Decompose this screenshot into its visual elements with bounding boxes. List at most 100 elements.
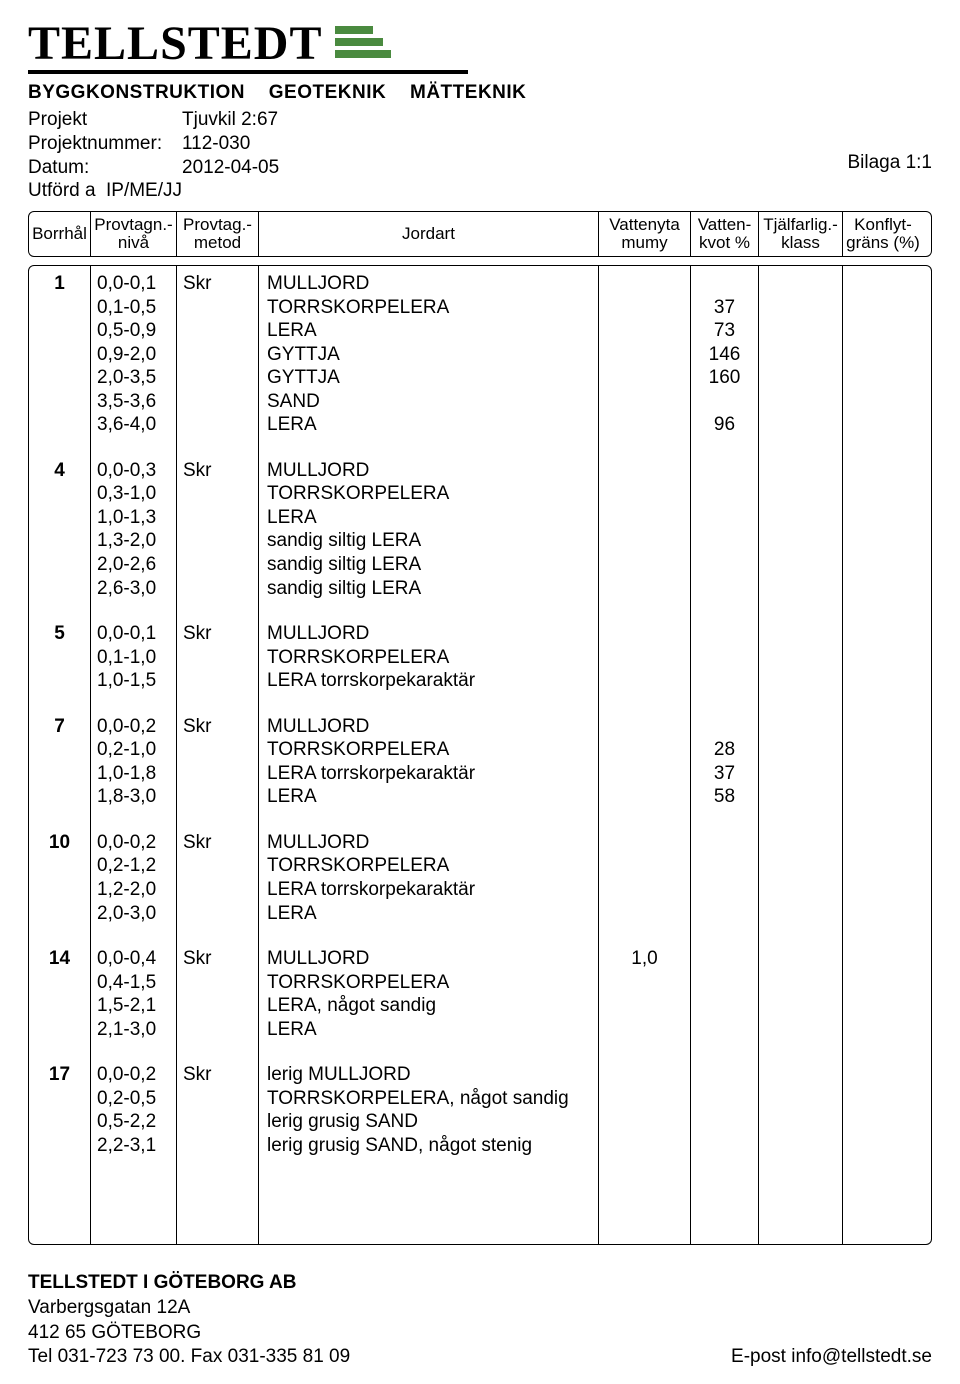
table-cell (697, 577, 752, 601)
table-cell: 0,2-1,0 (97, 738, 170, 762)
table-cell (765, 831, 836, 855)
table-cell (697, 622, 752, 646)
table-cell (765, 577, 836, 601)
meta-utford-label: Utförd a (28, 179, 106, 203)
table-cell (605, 366, 684, 390)
table-cell: 73 (697, 319, 752, 343)
table-cell (697, 878, 752, 902)
table-group: 17 (35, 1063, 84, 1157)
table-cell (35, 553, 84, 577)
table-cell (765, 296, 836, 320)
table-cell (183, 296, 252, 320)
table-group (697, 1063, 752, 1157)
footer-addr1: Varbergsgatan 12A (28, 1296, 932, 1321)
table-cell (765, 343, 836, 367)
table-group: MULLJORDTORRSKORPELERALERA torrskorpekar… (267, 622, 592, 693)
table-cell (849, 577, 917, 601)
table-cell (183, 646, 252, 670)
table-cell: 0,1-0,5 (97, 296, 170, 320)
table-cell: TORRSKORPELERA (267, 646, 592, 670)
table-cell (605, 762, 684, 786)
table-cell: TORRSKORPELERA (267, 482, 592, 506)
table-cell (765, 622, 836, 646)
table-cell (183, 319, 252, 343)
table-cell (183, 553, 252, 577)
table-cell: sandig siltig LERA (267, 577, 592, 601)
meta-projekt-label: Projekt (28, 108, 182, 132)
table-cell (697, 831, 752, 855)
table-cell: 1,5-2,1 (97, 994, 170, 1018)
table-group: MULLJORDTORRSKORPELERALERA, något sandig… (267, 947, 592, 1041)
table-cell: SAND (267, 390, 592, 414)
meta-utford-value: IP/ME/JJ (106, 179, 182, 203)
table-cell: Skr (183, 272, 252, 296)
table-group (697, 831, 752, 925)
table-group (697, 622, 752, 693)
table-cell (765, 738, 836, 762)
table-cell (849, 296, 917, 320)
table-cell (183, 902, 252, 926)
table-cell (697, 390, 752, 414)
table-cell (849, 854, 917, 878)
table-group (765, 1063, 836, 1157)
table-group (605, 1063, 684, 1157)
table-cell (35, 762, 84, 786)
table-cell: 0,0-0,4 (97, 947, 170, 971)
table-cell: MULLJORD (267, 715, 592, 739)
table-cell: LERA (267, 1018, 592, 1042)
table-cell: 1,0-1,3 (97, 506, 170, 530)
table-cell (605, 738, 684, 762)
table-cell (765, 994, 836, 1018)
footer-company: TELLSTEDT I GÖTEBORG AB (28, 1271, 932, 1296)
table-cell: 1,0-1,5 (97, 669, 170, 693)
table-cell: Skr (183, 622, 252, 646)
table-cell: MULLJORD (267, 272, 592, 296)
table-group: Skr (183, 831, 252, 925)
table-cell: Skr (183, 459, 252, 483)
table-cell (183, 994, 252, 1018)
table-cell (183, 1110, 252, 1134)
table-group: 3773146160 96 (697, 272, 752, 437)
table-cell (849, 902, 917, 926)
column-headers: Borrhål Provtagn.- nivå Provtag.- metod … (28, 211, 932, 257)
table-cell (605, 319, 684, 343)
table-cell: TORRSKORPELERA (267, 854, 592, 878)
table-cell (765, 646, 836, 670)
table-cell: 0,0-0,2 (97, 715, 170, 739)
logo-underline (28, 70, 468, 74)
table-group (765, 459, 836, 600)
table-cell: 10 (35, 831, 84, 855)
table-group: 0,0-0,30,3-1,01,0-1,31,3-2,02,0-2,62,6-3… (97, 459, 170, 600)
logo-bars-icon (335, 26, 391, 62)
project-meta: Projekt Tjuvkil 2:67 Projektnummer: 112-… (28, 108, 932, 203)
table-cell (765, 785, 836, 809)
table-group (605, 622, 684, 693)
table-cell (849, 1087, 917, 1111)
table-group (849, 715, 917, 809)
table-cell: 0,0-0,1 (97, 622, 170, 646)
table-cell (605, 622, 684, 646)
table-cell (849, 622, 917, 646)
table-cell: 3,6-4,0 (97, 413, 170, 437)
table-cell (765, 553, 836, 577)
table-cell: 14 (35, 947, 84, 971)
table-cell: 0,4-1,5 (97, 971, 170, 995)
table-group: 283758 (697, 715, 752, 809)
table-cell (35, 366, 84, 390)
header-vattenyta: Vattenyta mumy (599, 212, 691, 256)
table-cell (35, 413, 84, 437)
table-cell (605, 971, 684, 995)
table-cell (765, 1087, 836, 1111)
table-cell: 2,0-3,0 (97, 902, 170, 926)
table-cell (697, 1018, 752, 1042)
table-cell (35, 1110, 84, 1134)
col-metod: Skr Skr Skr Skr Skr Skr Skr (177, 266, 259, 1244)
table-cell: MULLJORD (267, 459, 592, 483)
meta-projektnummer-label: Projektnummer: (28, 132, 182, 156)
table-group (849, 272, 917, 437)
footer: TELLSTEDT I GÖTEBORG AB Varbergsgatan 12… (28, 1271, 932, 1370)
table-group: Skr (183, 715, 252, 809)
table-cell: TORRSKORPELERA (267, 296, 592, 320)
table-cell (35, 577, 84, 601)
table-cell (697, 994, 752, 1018)
